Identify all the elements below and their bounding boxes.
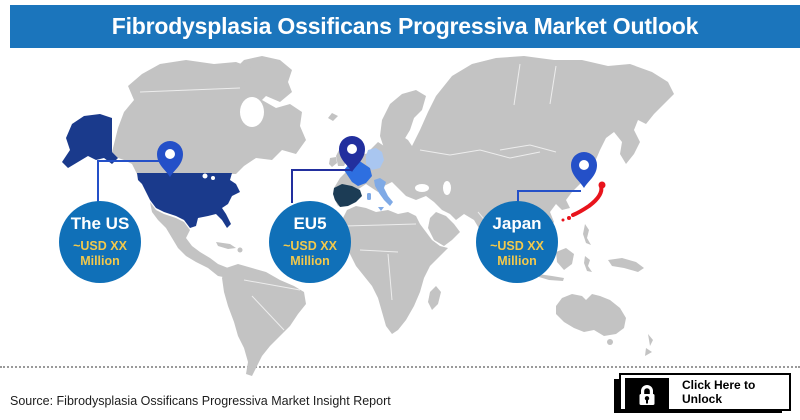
unlock-button[interactable]: Click Here to Unlock	[619, 373, 791, 411]
region-value-us: ~USD XX	[73, 239, 127, 253]
region-unit-japan: Million	[497, 254, 537, 268]
region-bubble-japan: Japan ~USD XX Million	[476, 201, 558, 283]
pin-connectors	[97, 160, 581, 205]
map-new-zealand	[645, 334, 653, 356]
map-hispaniola	[237, 247, 243, 253]
map-great-lake	[211, 176, 215, 180]
map-tasmania	[607, 339, 613, 345]
map-uk	[336, 144, 350, 166]
connector-japan	[517, 190, 581, 203]
map-iceland	[328, 113, 338, 121]
region-name-us: The US	[70, 214, 130, 233]
map-greenland	[228, 56, 292, 106]
region-unit-us: Million	[80, 254, 120, 268]
lock-box	[625, 378, 669, 409]
region-name-eu5: EU5	[293, 214, 327, 233]
unlock-label-line1: Click Here to	[682, 378, 756, 392]
dotted-divider	[0, 366, 800, 368]
map-africa	[342, 206, 448, 334]
map-philippines	[583, 224, 591, 245]
map-ireland	[329, 157, 337, 167]
map-spain	[333, 184, 362, 207]
connector-eu5	[291, 169, 352, 203]
map-hudson-bay	[240, 97, 264, 127]
map-arabia	[428, 212, 460, 246]
region-value-eu5: ~USD XX	[283, 239, 337, 253]
map-australia	[556, 294, 626, 336]
region-value-japan: ~USD XX	[490, 239, 544, 253]
map-pin-icon-us	[157, 141, 183, 177]
map-caspian-sea	[443, 181, 451, 195]
map-new-guinea	[608, 258, 644, 272]
map-borneo	[556, 248, 574, 270]
map-great-lake	[202, 173, 208, 179]
map-alaska	[62, 114, 118, 168]
map-landmasses	[62, 56, 674, 376]
region-name-japan: Japan	[492, 214, 542, 233]
map-japan	[561, 181, 606, 222]
connector-us	[97, 160, 160, 205]
map-scandinavia	[380, 90, 426, 152]
page-title: Fibrodysplasia Ossificans Progressiva Ma…	[111, 13, 699, 39]
map-italy	[374, 178, 393, 206]
map-france	[344, 160, 372, 186]
map-java	[538, 274, 564, 281]
map-pin-icon-eu5	[339, 136, 365, 172]
map-country-borders	[139, 63, 557, 331]
map-cuba	[216, 242, 236, 249]
region-bubble-eu5: EU5 ~USD XX Million	[269, 201, 351, 283]
map-sardinia	[367, 193, 371, 200]
unlock-button-label: Click Here to Unlock	[669, 378, 755, 406]
map-germany	[366, 148, 384, 170]
map-sulawesi	[584, 256, 592, 272]
map-madagascar	[428, 286, 441, 310]
map-sicily	[378, 207, 384, 211]
unlock-label-line2: Unlock	[682, 392, 723, 406]
map-south-america	[222, 264, 306, 376]
map-mexico-central-america	[150, 202, 234, 278]
region-unit-eu5: Million	[290, 254, 330, 268]
title-banner: Fibrodysplasia Ossificans Progressiva Ma…	[10, 5, 800, 48]
region-bubble-us: The US ~USD XX Million	[59, 201, 141, 283]
map-pin-icon-japan	[571, 152, 597, 188]
map-canada	[112, 60, 306, 174]
map-black-sea	[415, 184, 429, 192]
source-text: Source: Fibrodysplasia Ossificans Progre…	[10, 394, 391, 408]
map-united-states	[137, 173, 240, 228]
map-pins	[157, 136, 597, 188]
lock-icon	[639, 384, 655, 405]
